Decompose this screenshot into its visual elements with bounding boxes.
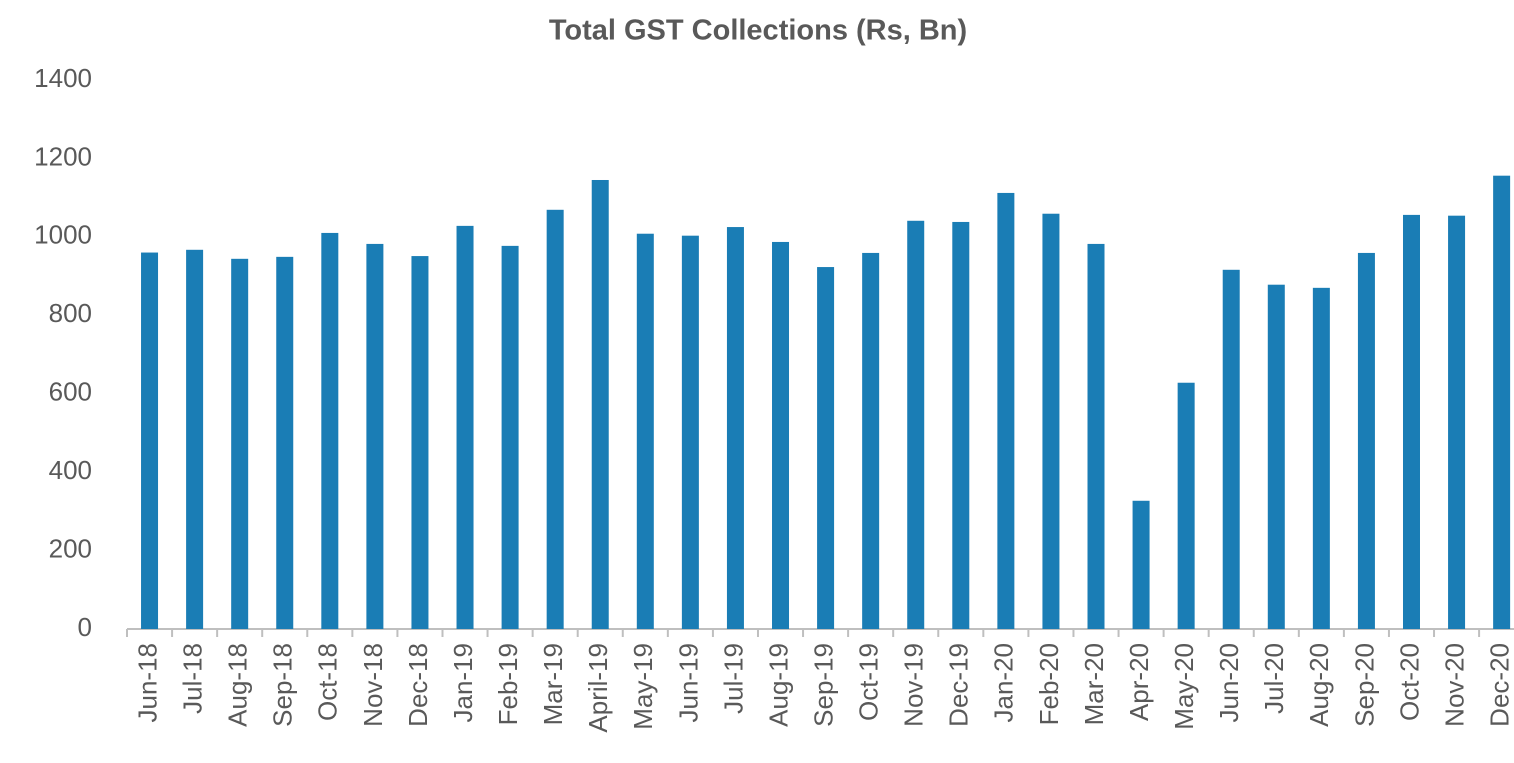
bar (681, 235, 699, 629)
x-tick-label: Mar-20 (1079, 643, 1109, 725)
x-tick-label: Aug-18 (223, 643, 253, 727)
bar (952, 221, 970, 629)
x-tick-label: Aug-19 (763, 643, 793, 727)
x-tick-label: Dec-19 (944, 643, 974, 727)
bar (726, 227, 744, 629)
bar (1222, 269, 1240, 629)
bar (636, 233, 654, 629)
bar (772, 241, 790, 629)
x-tick-label: Aug-20 (1304, 643, 1334, 727)
x-tick-label: Mar-19 (538, 643, 568, 725)
y-tick-label: 400 (49, 455, 92, 485)
x-tick-label: Jun-18 (132, 643, 162, 723)
bar (591, 179, 609, 629)
x-tick-label: Sep-20 (1349, 643, 1379, 727)
bar (501, 245, 519, 629)
bar (1177, 382, 1195, 629)
x-tick-label: Oct-19 (854, 643, 884, 721)
y-tick-label: 1000 (34, 220, 92, 250)
bar (1087, 243, 1105, 629)
x-tick-label: Jan-19 (448, 643, 478, 723)
x-tick-label: Jun-20 (1214, 643, 1244, 723)
bar (1402, 214, 1420, 629)
x-tick-label: Nov-18 (358, 643, 388, 727)
x-tick-label: Oct-20 (1394, 643, 1424, 721)
bar (862, 252, 880, 629)
bar (1132, 500, 1150, 629)
bar (1312, 287, 1330, 629)
y-tick-label: 0 (78, 612, 92, 642)
bar (1267, 284, 1285, 629)
x-tick-label: Jun-19 (673, 643, 703, 723)
chart-title: Total GST Collections (Rs, Bn) (549, 15, 967, 47)
bar (1357, 252, 1375, 629)
bar (141, 252, 159, 630)
x-tick-label: Feb-20 (1034, 643, 1064, 725)
bar (411, 256, 429, 629)
x-tick-label: Oct-18 (313, 643, 343, 721)
x-tick-label: Sep-18 (268, 643, 298, 727)
x-tick-label: May-20 (1169, 643, 1199, 730)
bar (456, 225, 474, 629)
bar (321, 232, 339, 629)
bar (1042, 213, 1060, 630)
bar (276, 256, 294, 629)
bar (186, 249, 204, 629)
bar (231, 258, 249, 629)
x-tick-label: April-19 (583, 643, 613, 733)
x-tick-label: Jan-20 (989, 643, 1019, 723)
y-tick-label: 1400 (34, 63, 92, 93)
y-tick-label: 200 (49, 533, 92, 563)
x-tick-label: Jul-18 (177, 643, 207, 714)
x-tick-label: May-19 (628, 643, 658, 730)
bar (546, 209, 564, 629)
bar (817, 267, 835, 629)
bar (997, 192, 1015, 630)
y-tick-label: 800 (49, 298, 92, 328)
x-tick-label: Jul-20 (1259, 643, 1289, 714)
bar (907, 220, 925, 629)
x-tick-label: Dec-18 (403, 643, 433, 727)
x-tick-label: Nov-20 (1439, 643, 1469, 727)
x-tick-label: Dec-20 (1485, 643, 1514, 727)
x-tick-label: Nov-19 (899, 643, 929, 727)
bar (1493, 175, 1511, 629)
y-tick-label: 600 (49, 377, 92, 407)
y-tick-label: 1200 (34, 141, 92, 171)
bar (366, 243, 384, 629)
x-tick-label: Apr-20 (1124, 643, 1154, 721)
x-tick-label: Feb-19 (493, 643, 523, 725)
bar (1448, 215, 1466, 629)
x-tick-label: Jul-19 (718, 643, 748, 714)
x-tick-label: Sep-19 (808, 643, 838, 727)
